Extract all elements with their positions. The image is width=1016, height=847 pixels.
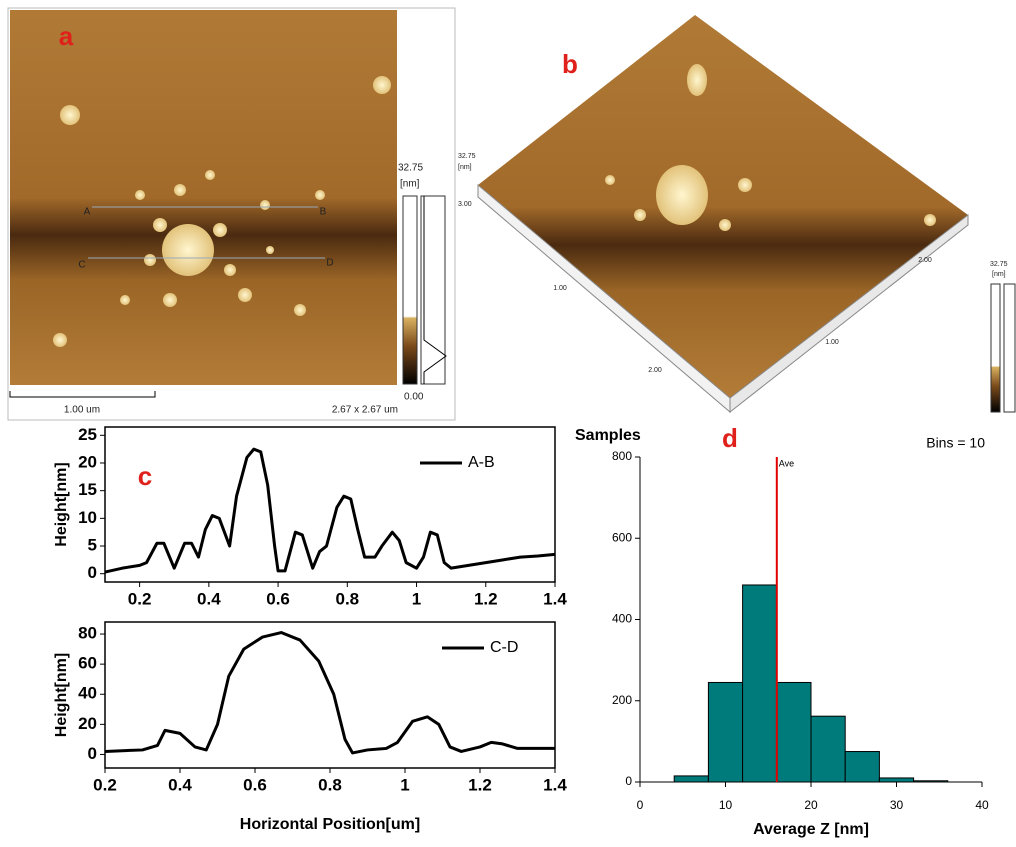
- y-tick-label: 25: [78, 425, 97, 444]
- panel-label: b: [562, 49, 578, 79]
- marker: B: [320, 207, 327, 218]
- histogram-bar: [777, 682, 811, 782]
- plot-frame: [105, 622, 555, 768]
- x-tick-label: 0.8: [318, 775, 342, 794]
- scale-max: 32.75: [398, 163, 423, 174]
- x-tick-label: 1.4: [543, 589, 567, 608]
- legend-label: C-D: [490, 639, 518, 656]
- y-tick-label: 60: [78, 654, 97, 673]
- x-tick-label: 0.2: [128, 589, 152, 608]
- scale-min: 0.00: [404, 392, 424, 403]
- colorbar: [403, 196, 417, 384]
- colorbar-max: 32.75: [990, 261, 1008, 268]
- z-tick: 3.00: [458, 201, 472, 208]
- histogram-bar: [674, 776, 708, 782]
- y-tick-label: 5: [88, 536, 97, 555]
- panel-label: c: [138, 461, 152, 491]
- afm-3d-surface: [478, 15, 968, 398]
- x-tick-label: 1.2: [474, 589, 498, 608]
- z-unit: [nm]: [458, 164, 472, 171]
- x-tick-label: 0.8: [335, 589, 359, 608]
- y-tick-label: 20: [78, 452, 97, 471]
- y-tick-label: 0: [88, 563, 97, 582]
- x-tick-label: 0.4: [197, 589, 221, 608]
- x-tick-label: 0.6: [266, 589, 290, 608]
- y-tick-label: 800: [612, 449, 632, 463]
- y-tick-label: 20: [78, 714, 97, 733]
- y-tick-label: 0: [88, 744, 97, 763]
- axis-tick: 1.00: [553, 285, 567, 292]
- x-tick-label: 0.4: [168, 775, 192, 794]
- marker: C: [78, 260, 85, 271]
- y-tick-label: 15: [78, 480, 97, 499]
- x-tick-label: 1.2: [468, 775, 492, 794]
- marker: D: [326, 258, 333, 269]
- marker: A: [84, 207, 91, 218]
- y-tick-label: 80: [78, 624, 97, 643]
- y-axis-label: Height[nm]: [53, 462, 70, 546]
- z-max: 32.75: [458, 153, 476, 160]
- panel-label: a: [59, 21, 74, 51]
- y-tick-label: 40: [78, 684, 97, 703]
- image-size: 2.67 x 2.67 um: [332, 405, 398, 416]
- scale-bar-label: 1.00 um: [64, 405, 100, 416]
- x-axis-label: Horizontal Position[um]: [240, 816, 420, 833]
- afm-image: [10, 10, 397, 385]
- axis-tick: 2.00: [918, 257, 932, 264]
- histogram-bar: [879, 778, 913, 782]
- mean-label: Ave: [779, 458, 794, 468]
- legend-label: A-B: [468, 454, 495, 471]
- x-tick-label: 20: [804, 798, 818, 812]
- x-tick-label: 0.6: [243, 775, 267, 794]
- y-tick-label: 400: [612, 612, 632, 626]
- panel-label: d: [722, 423, 738, 453]
- x-axis-label: Average Z [nm]: [753, 821, 869, 838]
- colorbar-histogram: [421, 196, 445, 384]
- plot-frame: [105, 427, 555, 582]
- y-tick-label: 600: [612, 530, 632, 544]
- y-axis-label: Samples: [575, 427, 641, 444]
- y-tick-label: 0: [625, 774, 632, 788]
- x-tick-label: 0: [637, 798, 644, 812]
- annotation: Bins = 10: [926, 435, 985, 451]
- x-tick-label: 40: [975, 798, 989, 812]
- histogram-bar: [845, 752, 879, 782]
- colorbar-unit: [nm]: [992, 271, 1006, 278]
- y-tick-label: 10: [78, 508, 97, 527]
- histogram-bar: [914, 781, 948, 782]
- scale-unit: [nm]: [400, 179, 420, 190]
- colorbar: [991, 284, 1000, 412]
- figure: A B C D a 32.75 [nm] 0.00 1.00 um 2.67 x…: [0, 0, 1016, 842]
- histogram-bar: [811, 716, 845, 782]
- axis-tick: 2.00: [648, 367, 662, 374]
- x-tick-label: 10: [719, 798, 733, 812]
- histogram-bar: [708, 682, 742, 782]
- axis-tick: 1.00: [825, 339, 839, 346]
- x-tick-label: 1: [400, 775, 409, 794]
- x-tick-label: 1: [412, 589, 421, 608]
- x-tick-label: 30: [890, 798, 904, 812]
- y-axis-label: Height[nm]: [53, 653, 70, 737]
- x-tick-label: 0.2: [93, 775, 117, 794]
- y-tick-label: 200: [612, 693, 632, 707]
- colorbar-histogram: [1004, 284, 1015, 412]
- histogram-bar: [743, 585, 777, 782]
- x-tick-label: 1.4: [543, 775, 567, 794]
